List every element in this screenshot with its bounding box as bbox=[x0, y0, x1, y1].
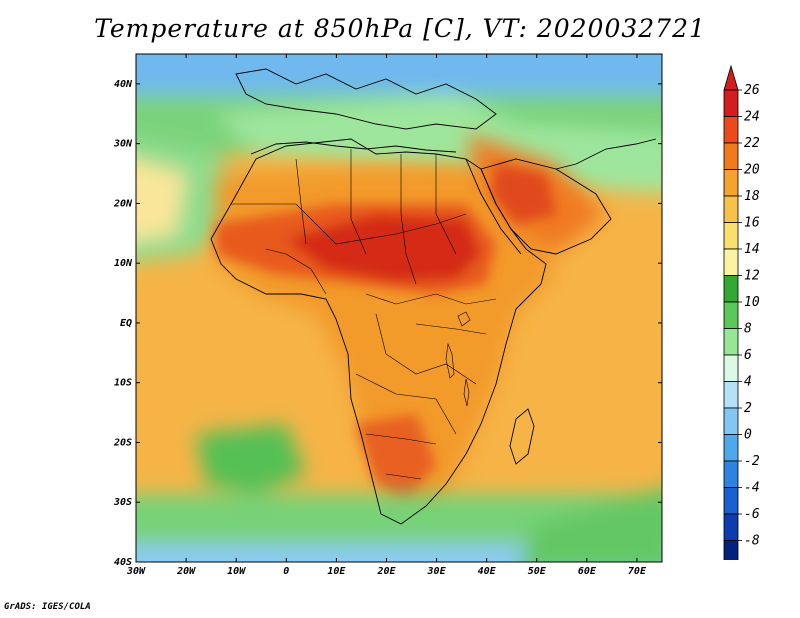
arabia-outline bbox=[480, 158, 612, 255]
south-atlantic-green bbox=[196, 424, 306, 494]
colorbar-box bbox=[723, 222, 739, 250]
border-line bbox=[365, 433, 437, 445]
lat-tick-label: 10N bbox=[114, 258, 133, 269]
colorbar-level-label: 22 bbox=[744, 136, 760, 151]
mediterranean-shore bbox=[250, 141, 457, 155]
border-line bbox=[350, 149, 367, 255]
lat-tick-label: EQ bbox=[120, 318, 132, 329]
colorbar-level-label: 4 bbox=[744, 375, 752, 390]
lat-tick-label: 40S bbox=[114, 557, 132, 568]
colorbar-box bbox=[723, 195, 739, 223]
border-line bbox=[435, 154, 457, 255]
colorbar-box bbox=[723, 354, 739, 382]
colorbar-level-label: 6 bbox=[744, 348, 752, 363]
colorbar-box bbox=[723, 301, 739, 329]
colorbar-level-label: 0 bbox=[744, 428, 752, 443]
colorbar-level-label: 18 bbox=[744, 189, 760, 204]
lake-victoria bbox=[457, 311, 471, 327]
lon-tick-label: 20W bbox=[176, 566, 196, 577]
lon-tick-label: 30E bbox=[427, 566, 447, 577]
coastlines bbox=[210, 68, 657, 525]
grads-credit: GrADS: IGES/COLA bbox=[4, 602, 91, 612]
colorbar-level-label: 12 bbox=[744, 269, 760, 284]
colorbar-level-label: -6 bbox=[744, 507, 760, 522]
colorbar-level-label: 10 bbox=[744, 295, 760, 310]
lat-tick-label: 20N bbox=[113, 198, 133, 209]
country-borders bbox=[231, 149, 497, 480]
map-border bbox=[135, 53, 663, 563]
colorbar-boxes bbox=[723, 64, 739, 560]
red-sea-outline bbox=[465, 158, 522, 255]
colorbar-level-label: -2 bbox=[744, 454, 760, 469]
atlantic-pale bbox=[136, 159, 186, 241]
colorbar-box bbox=[723, 407, 739, 435]
colorbar-level-label: -4 bbox=[744, 481, 760, 496]
colorbar-level-label: 8 bbox=[744, 322, 752, 337]
lat-tick-label: 30N bbox=[113, 139, 133, 150]
border-line bbox=[415, 323, 487, 335]
colorbar-box bbox=[723, 275, 739, 303]
lon-tick-label: 40E bbox=[478, 566, 497, 577]
colorbar-box bbox=[723, 328, 739, 356]
border-line bbox=[355, 373, 457, 435]
sahel-hottest-core bbox=[286, 214, 481, 282]
colorbar-box bbox=[723, 89, 739, 117]
colorbar-box bbox=[723, 540, 739, 560]
lat-tick-label: 10S bbox=[114, 378, 132, 389]
lat-tick-label: 30S bbox=[113, 497, 132, 508]
lon-tick-label: 20E bbox=[376, 566, 396, 577]
lake-tanganyika bbox=[445, 342, 455, 379]
colorbar-level-label: -8 bbox=[744, 534, 760, 549]
colorbar-level-label: 2 bbox=[744, 401, 752, 416]
africa-coastline bbox=[210, 138, 547, 525]
arabia-hot-core bbox=[491, 164, 556, 224]
europe-outline bbox=[235, 68, 497, 130]
lon-tick-label: 10E bbox=[327, 566, 346, 577]
indian-ocean-green bbox=[520, 488, 662, 562]
colorbar-box bbox=[723, 460, 739, 488]
lon-tick-label: 60E bbox=[578, 566, 597, 577]
map-title: Temperature at 850hPa [C], VT: 202003272… bbox=[94, 14, 706, 43]
border-line bbox=[295, 158, 307, 245]
colorbar-level-label: 16 bbox=[744, 216, 760, 231]
madagascar-outline bbox=[509, 408, 535, 465]
colorbar-level-label: 26 bbox=[744, 83, 760, 98]
border-line bbox=[375, 313, 477, 385]
lon-tick-label: 10W bbox=[227, 566, 246, 577]
lat-tick-label: 20S bbox=[113, 437, 132, 448]
colorbar-level-label: 14 bbox=[744, 242, 760, 257]
colorbar-box bbox=[723, 434, 739, 462]
persian-gulf-outline bbox=[555, 138, 657, 170]
southern-africa-hot bbox=[356, 414, 436, 504]
colorbar-level-label: 24 bbox=[744, 110, 760, 125]
colorbar-level-label: 20 bbox=[744, 163, 760, 178]
colorbar-box bbox=[723, 487, 739, 515]
lake-malawi bbox=[463, 378, 470, 407]
lon-tick-label: 0 bbox=[283, 566, 289, 577]
border-line bbox=[385, 473, 422, 480]
colorbar-box bbox=[723, 513, 739, 541]
border-line bbox=[231, 203, 467, 245]
colorbar-box bbox=[723, 248, 739, 276]
colorbar-box bbox=[723, 381, 739, 409]
lat-tick-label: 40N bbox=[114, 79, 133, 90]
border-line bbox=[265, 248, 327, 295]
colorbar-box bbox=[723, 116, 739, 144]
colorbar-over-triangle bbox=[723, 64, 739, 91]
lon-tick-label: 50E bbox=[528, 566, 547, 577]
border-line bbox=[365, 293, 497, 305]
border-line bbox=[400, 154, 417, 285]
colorbar-box bbox=[723, 142, 739, 170]
colorbar-box bbox=[723, 169, 739, 197]
lon-tick-label: 70E bbox=[628, 566, 647, 577]
cold-north-band bbox=[136, 54, 662, 94]
lon-tick-label: 30W bbox=[126, 566, 146, 577]
